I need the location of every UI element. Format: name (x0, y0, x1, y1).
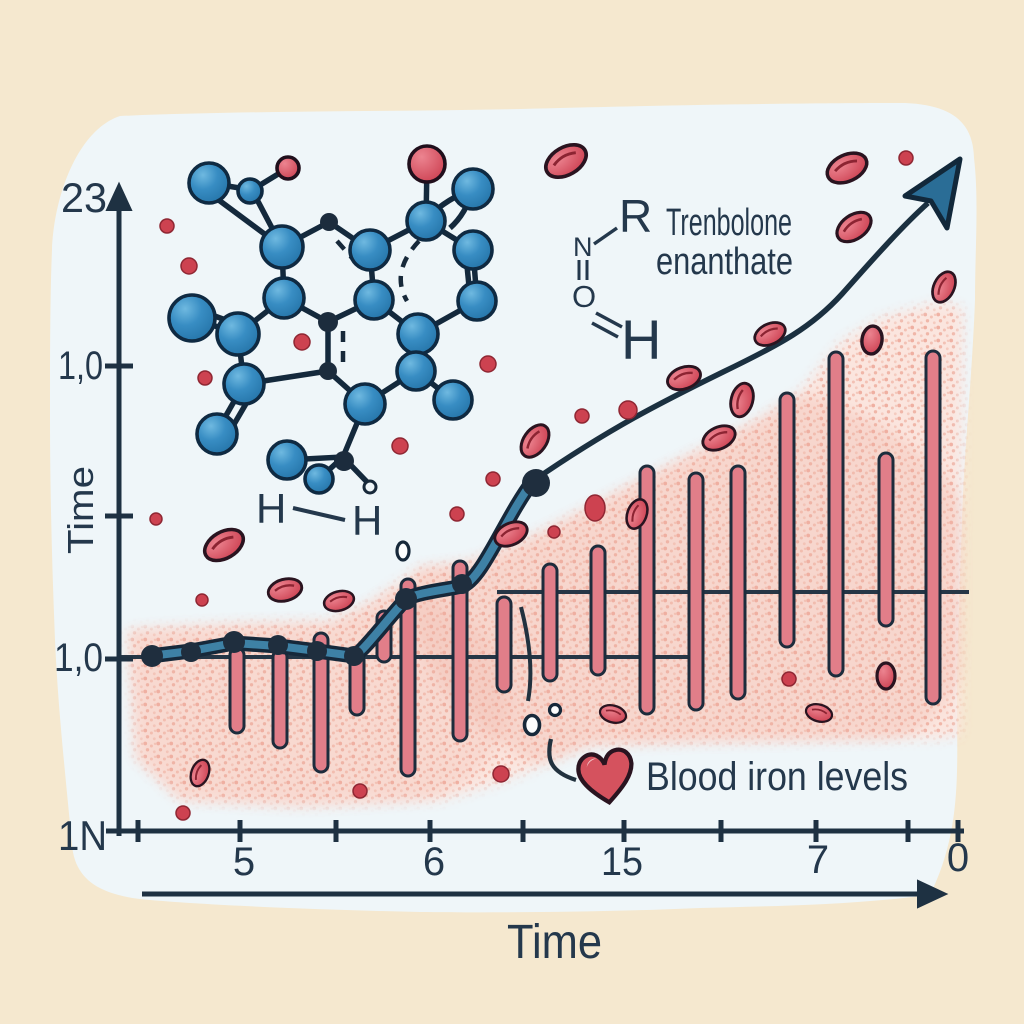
svg-text:Trenbolone: Trenbolone (666, 202, 792, 244)
svg-text:15: 15 (601, 840, 643, 884)
svg-text:5: 5 (233, 840, 255, 884)
svg-text:1N: 1N (58, 812, 107, 859)
svg-text:enanthate: enanthate (656, 241, 793, 283)
svg-text:H: H (256, 485, 286, 532)
svg-text:0: 0 (947, 836, 969, 880)
svg-text:Blood iron levels: Blood iron levels (646, 755, 908, 799)
svg-text:H: H (352, 497, 382, 544)
svg-text:H: H (621, 308, 661, 371)
svg-text:1,0: 1,0 (54, 636, 103, 680)
svg-text:1,0: 1,0 (58, 344, 103, 388)
svg-text:23: 23 (61, 174, 107, 221)
svg-text:N: N (573, 232, 593, 262)
svg-text:Time: Time (507, 916, 602, 969)
svg-text:6: 6 (423, 840, 445, 884)
svg-text:Time: Time (60, 466, 101, 554)
svg-text:7: 7 (807, 838, 829, 882)
svg-text:R: R (619, 190, 652, 242)
svg-text:O: O (572, 279, 596, 314)
